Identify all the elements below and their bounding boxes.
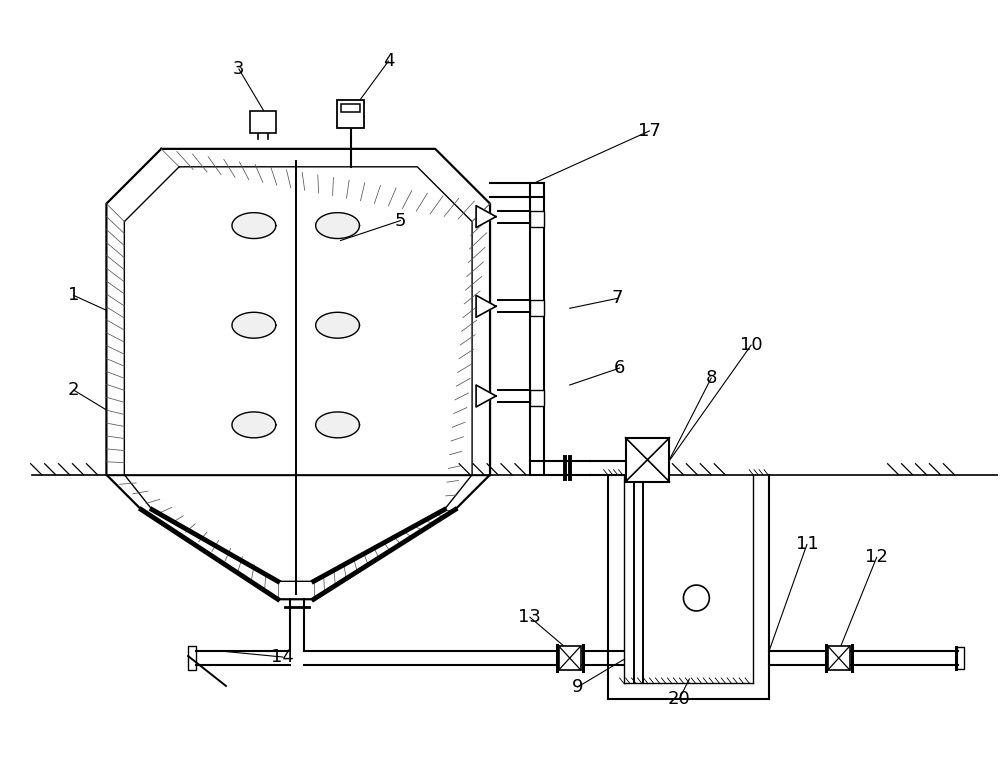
Text: 17: 17 bbox=[638, 122, 661, 140]
Text: 6: 6 bbox=[614, 359, 625, 377]
Polygon shape bbox=[316, 412, 360, 438]
Bar bbox=[828, 646, 850, 670]
Text: 3: 3 bbox=[233, 60, 245, 78]
Bar bbox=[530, 211, 544, 226]
Text: 9: 9 bbox=[572, 678, 583, 696]
Text: 13: 13 bbox=[518, 608, 541, 626]
Text: 1: 1 bbox=[68, 286, 79, 304]
Bar bbox=[626, 438, 669, 482]
Text: 8: 8 bbox=[706, 369, 717, 387]
Polygon shape bbox=[232, 412, 276, 438]
Text: 4: 4 bbox=[383, 52, 394, 70]
Polygon shape bbox=[476, 206, 496, 228]
Bar bbox=[530, 390, 544, 406]
Bar bbox=[956, 647, 964, 669]
Polygon shape bbox=[316, 312, 360, 339]
Bar bbox=[250, 111, 276, 133]
Polygon shape bbox=[476, 296, 496, 317]
Polygon shape bbox=[232, 312, 276, 339]
Polygon shape bbox=[232, 213, 276, 239]
Bar bbox=[341, 104, 360, 112]
Text: 5: 5 bbox=[395, 211, 406, 229]
Text: 10: 10 bbox=[740, 336, 762, 354]
Bar bbox=[337, 100, 364, 128]
Bar bbox=[188, 646, 196, 670]
Bar bbox=[559, 646, 581, 670]
Text: 7: 7 bbox=[612, 289, 623, 307]
Text: 11: 11 bbox=[796, 535, 818, 554]
Bar bbox=[530, 300, 544, 316]
Polygon shape bbox=[476, 385, 496, 407]
Text: 2: 2 bbox=[68, 381, 79, 399]
Text: 12: 12 bbox=[865, 548, 888, 566]
Polygon shape bbox=[316, 213, 360, 239]
Text: 20: 20 bbox=[668, 690, 691, 708]
Text: 14: 14 bbox=[271, 648, 294, 666]
